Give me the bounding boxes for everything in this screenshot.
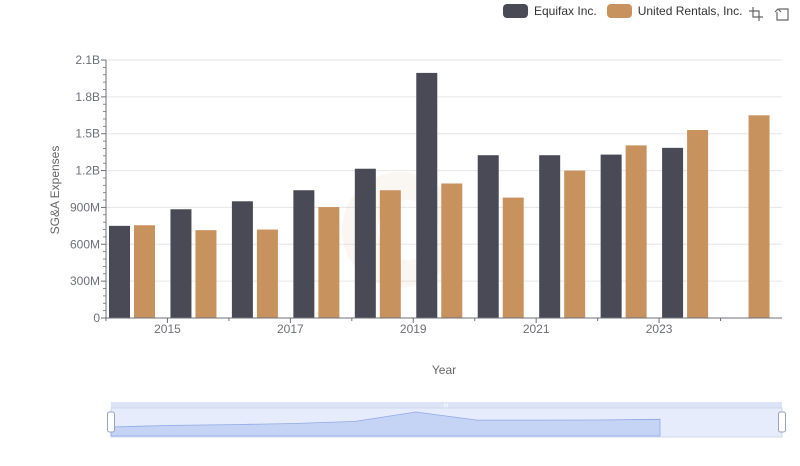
bar-united-rentals[interactable] [441,183,463,318]
legend-label-united-rentals: United Rentals, Inc. [637,4,743,18]
legend-item-united-rentals[interactable]: United Rentals, Inc. [606,4,743,18]
x-tick-label: 2021 [523,322,550,336]
bar-equifax[interactable] [416,72,438,319]
bar-united-rentals[interactable] [748,115,770,319]
legend: Equifax Inc. United Rentals, Inc. [503,4,742,18]
bar-united-rentals[interactable] [502,197,524,318]
bar-equifax[interactable] [109,225,130,318]
legend-label-equifax: Equifax Inc. [534,4,597,18]
y-tick-label: 1.2B [75,164,100,178]
axes: 0 300M 600M 900M 1.2B 1.5B 1.8B 2.1B 2015 2017 201… [70,53,782,336]
data-zoom-handle-label: III [444,403,448,409]
toolbox [748,6,790,22]
y-tick-label: 0 [93,311,100,325]
y-tick-label: 900M [70,200,100,214]
y-tick-label: 1.5B [75,127,100,141]
x-axis-title: Year [432,363,456,377]
bar-united-rentals[interactable] [256,229,278,318]
x-tick-label: 2015 [154,322,181,336]
legend-item-equifax[interactable]: Equifax Inc. [503,4,597,18]
bar-united-rentals[interactable] [318,207,340,318]
data-zoom-right-handle[interactable] [778,411,786,433]
bar-united-rentals[interactable] [687,130,709,318]
y-axis-title: SG&A Expenses [48,146,62,235]
bar-equifax[interactable] [662,147,684,318]
data-zoom-top-bar[interactable] [111,402,782,408]
bar-united-rentals[interactable] [625,145,647,318]
legend-swatch-equifax [503,4,528,18]
x-tick-label: 2023 [646,322,673,336]
y-tick-label: 600M [70,237,100,251]
zoom-icon[interactable] [748,6,764,22]
data-zoom-left-handle[interactable] [107,411,115,433]
y-tick-label: 2.1B [75,53,100,67]
restore-icon[interactable] [774,6,790,22]
x-tick-label: 2017 [277,322,304,336]
legend-swatch-united-rentals [606,4,632,18]
data-zoom-slider[interactable]: III [107,402,786,438]
bar-equifax[interactable] [231,201,253,318]
x-tick-label: 2019 [400,322,427,336]
bar-equifax[interactable] [539,155,561,318]
bar-united-rentals[interactable] [379,190,401,318]
bar-equifax[interactable] [354,168,376,318]
bar-united-rentals[interactable] [195,230,217,318]
y-tick-label: 1.8B [75,90,100,104]
bar-equifax[interactable] [170,209,192,318]
bar-united-rentals[interactable] [564,170,586,318]
bar-equifax[interactable] [293,190,315,318]
bar-equifax[interactable] [477,155,499,318]
bar-equifax[interactable] [600,154,622,318]
y-tick-label: 300M [70,274,100,288]
bars [109,72,770,319]
data-zoom-preview-area [110,411,661,437]
bar-united-rentals[interactable] [134,225,155,318]
